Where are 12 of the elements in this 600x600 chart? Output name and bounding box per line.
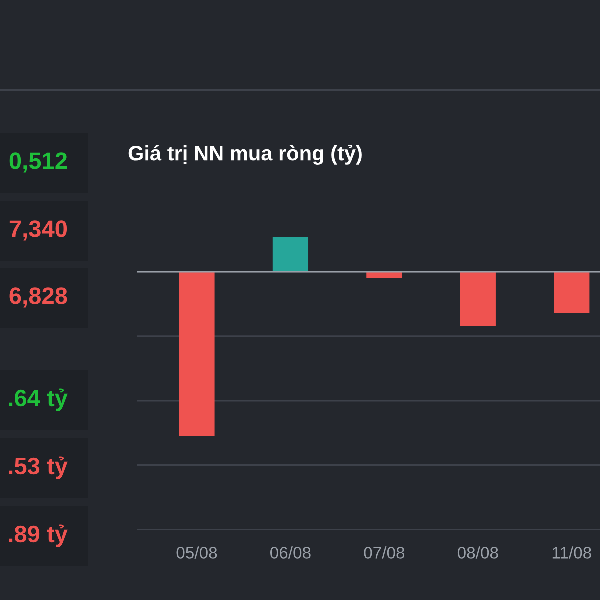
text: 7,340: [10, 220, 68, 241]
x-tick-label: 11/08: [552, 546, 592, 559]
x-tick-label: 06/08: [270, 546, 311, 559]
text: .89 tỷ: [9, 524, 68, 548]
text: .53 tỷ: [9, 456, 68, 480]
x-tick-label: 05/08: [176, 546, 218, 559]
chart-title: Giá trị NN mua ròng (tỷ): [128, 145, 362, 165]
text: 6,828: [10, 288, 68, 308]
text: 0,512: [10, 152, 68, 173]
text: .64 tỷ: [9, 388, 68, 412]
x-tick-label: 08/08: [458, 546, 498, 559]
x-tick-label: 07/08: [364, 546, 405, 559]
